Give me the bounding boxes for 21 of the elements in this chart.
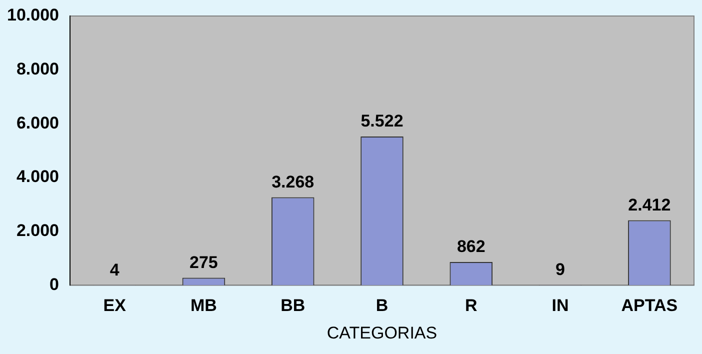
y-tick-label: 8.000 — [16, 60, 59, 79]
data-label: 4 — [110, 260, 120, 280]
x-tick-label: MB — [190, 296, 217, 316]
x-tick-label: APTAS — [621, 296, 678, 316]
x-tick-label: R — [465, 296, 478, 316]
data-label: 275 — [190, 252, 218, 272]
x-tick-label: EX — [103, 296, 127, 316]
y-tick-label: 10.000 — [6, 6, 59, 25]
y-tick-label: 0 — [50, 274, 59, 294]
data-label: 862 — [456, 237, 486, 256]
data-label: 3.268 — [272, 172, 314, 192]
y-tick-label: 4.000 — [16, 167, 59, 186]
y-tick-label: 6.000 — [16, 113, 59, 132]
y-tick-label: 2.000 — [16, 221, 59, 240]
x-tick-label: BB — [280, 296, 306, 316]
data-label: 5.522 — [360, 112, 404, 131]
x-tick-label: IN — [552, 296, 569, 316]
x-tick-label: B — [376, 296, 388, 316]
x-axis-title: CATEGORIAS — [326, 323, 438, 342]
data-label: 2.412 — [628, 195, 671, 214]
data-label: 9 — [556, 260, 566, 280]
